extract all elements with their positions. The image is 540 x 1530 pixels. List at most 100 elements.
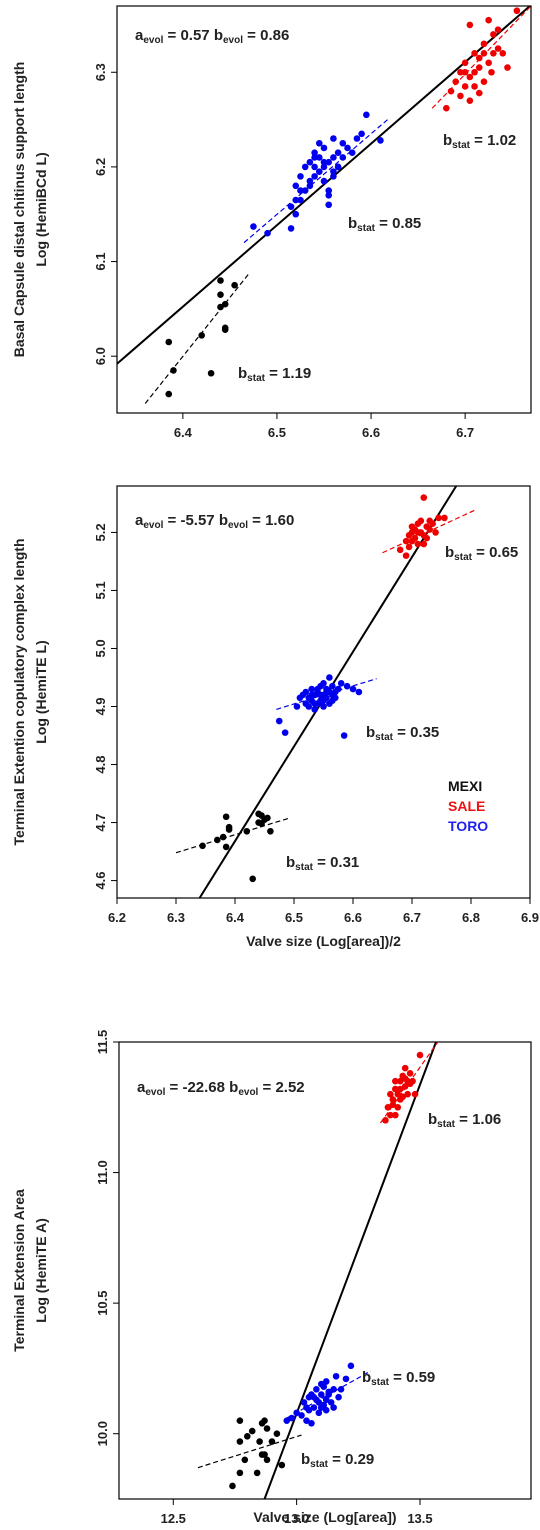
data-point (485, 59, 492, 67)
series-2 (431, 6, 531, 112)
x-tick-label: 12.5 (161, 1511, 186, 1526)
data-point (317, 1391, 325, 1398)
series-0 (175, 810, 289, 883)
static-regression-line (243, 117, 391, 244)
data-point (394, 1103, 402, 1111)
data-point (301, 163, 309, 171)
series-2 (380, 1042, 439, 1124)
data-point (417, 517, 425, 525)
y-tick-label: 5.0 (93, 639, 108, 657)
static-regression-line (382, 508, 478, 554)
data-point (334, 685, 342, 693)
data-point (471, 83, 478, 90)
x-tick-label: 6.6 (362, 425, 380, 440)
data-point (306, 158, 314, 166)
y-tick-label: 5.1 (93, 581, 108, 599)
data-point (475, 89, 483, 97)
data-point (207, 369, 215, 377)
data-point (236, 1438, 244, 1445)
data-point (243, 1433, 251, 1440)
data-point (199, 842, 206, 850)
data-point (222, 813, 230, 821)
data-point (441, 514, 448, 522)
y-tick-label: 11.0 (95, 1160, 110, 1185)
data-point (317, 1380, 325, 1388)
data-point (258, 820, 265, 828)
data-point (310, 1393, 318, 1401)
data-point (466, 97, 474, 104)
legend-entry: SALE (448, 798, 485, 814)
data-point (250, 223, 257, 230)
legend: MEXI SALE TORO (448, 778, 488, 834)
chart-panel-1: 6.4 6.5 6.6 6.7 6.0 6.1 6.2 6.3 Basal Capsule di… (11, 5, 532, 440)
y-tick-label: 6.0 (93, 347, 108, 365)
b-stat-label: bstat = 1.06 (428, 1111, 501, 1130)
b-stat-label: bstat = 0.29 (301, 1451, 374, 1470)
data-point (320, 703, 327, 710)
data-point (471, 50, 478, 57)
x-tick-label: 6.3 (167, 910, 185, 925)
data-point (411, 1090, 419, 1098)
data-point (392, 1077, 399, 1085)
data-point (485, 16, 492, 24)
x-axis-label: Valve size (Log[area]) (253, 1509, 396, 1525)
data-point (311, 706, 318, 713)
data-point (320, 158, 328, 166)
data-point (432, 529, 439, 536)
static-regression-line (144, 273, 250, 404)
x-tick-label: 6.7 (456, 425, 474, 440)
data-point (461, 83, 469, 90)
data-point (330, 1404, 337, 1411)
y-tick-label: 10.5 (95, 1290, 110, 1315)
data-point (466, 21, 474, 29)
data-point (337, 679, 345, 687)
y-axis-label: Log (HemiTE A) (33, 1218, 49, 1322)
data-point (408, 537, 416, 545)
y-tick-label: 5.2 (93, 523, 108, 541)
data-point (330, 135, 337, 142)
data-point (355, 688, 363, 696)
evolutionary-regression-line (263, 1042, 437, 1499)
data-point (315, 154, 323, 161)
data-point (414, 529, 422, 536)
data-point (315, 1409, 323, 1417)
data-point (225, 823, 233, 831)
data-point (339, 139, 347, 147)
x-tick-label: 6.6 (344, 910, 362, 925)
data-point (278, 1461, 286, 1469)
data-point (325, 192, 333, 199)
data-point (293, 703, 301, 710)
plot-frame (116, 5, 532, 414)
static-regression-line (286, 1370, 371, 1419)
data-point (297, 196, 304, 204)
data-point (480, 50, 488, 57)
data-point (332, 1372, 340, 1380)
data-point (335, 1393, 342, 1401)
chart-panel-3: 12.5 13.0 13.5 10.0 10.5 11.0 11.5 Terminal Ext… (11, 1030, 532, 1526)
data-point (264, 814, 271, 822)
data-point (396, 1085, 404, 1093)
b-stat-label: bstat = 0.65 (445, 544, 518, 563)
data-point (382, 1117, 389, 1124)
data-point (387, 1111, 394, 1119)
data-point (420, 540, 428, 548)
data-point (231, 281, 238, 289)
data-point (287, 225, 295, 232)
data-point (377, 137, 384, 144)
data-point (221, 300, 229, 308)
data-point (443, 104, 450, 112)
data-point (320, 144, 328, 152)
data-point (287, 203, 295, 210)
static-regression-line (197, 1434, 302, 1469)
y-tick-label: 11.5 (95, 1030, 110, 1055)
data-point (308, 1419, 315, 1427)
y-tick-label: 10.0 (95, 1421, 110, 1446)
data-point (305, 1406, 313, 1414)
y-axis-label: Terminal Extention copulatory complex le… (11, 538, 27, 845)
data-point (349, 685, 357, 693)
evol-annotation: aevol = 0.57 bevol = 0.86 (135, 27, 289, 46)
data-point (261, 1417, 268, 1424)
data-point (315, 139, 323, 147)
x-tick-label: 6.4 (226, 910, 245, 925)
data-point (396, 546, 404, 554)
